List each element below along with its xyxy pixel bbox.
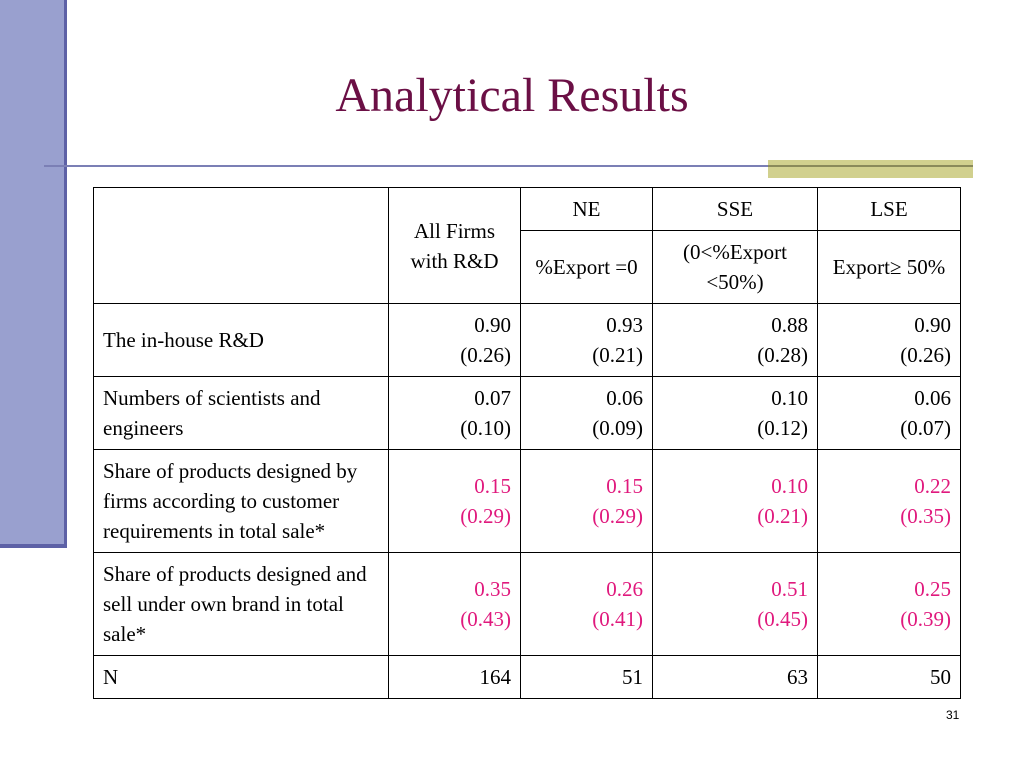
header-group-lse: LSE — [817, 187, 961, 231]
cell-lse: 0.06 (0.07) — [817, 376, 961, 450]
header-row-2: %Export =0 (0<%Export <50%) Export≥ 50% — [94, 230, 961, 304]
table-row: Share of products designed and sell unde… — [93, 552, 961, 656]
row-label: Share of products designed and sell unde… — [93, 552, 389, 656]
cell-lse: 50 — [817, 655, 961, 699]
title-divider — [44, 165, 769, 167]
header-group-sse: SSE — [652, 187, 818, 231]
cell-lse: 0.25 (0.39) — [817, 552, 961, 656]
table-row: The in-house R&D 0.90 (0.26) 0.93 (0.21) 0… — [93, 303, 961, 377]
cell-all-firms: 0.90 (0.26) — [388, 303, 521, 377]
row-label: Numbers of scientists and engineers — [93, 376, 389, 450]
accent-bar — [768, 160, 973, 178]
cell-ne: 0.93 (0.21) — [520, 303, 653, 377]
cell-sse: 0.10 (0.12) — [652, 376, 818, 450]
sidebar-edge — [0, 544, 67, 548]
header-sub-sse: (0<%Export <50%) — [652, 230, 818, 304]
header-sub-lse: Export≥ 50% — [817, 230, 961, 304]
cell-lse: 0.90 (0.26) — [817, 303, 961, 377]
cell-lse: 0.22 (0.35) — [817, 449, 961, 553]
header-all-firms: All Firms with R&D — [388, 187, 521, 304]
cell-ne: 0.15 (0.29) — [520, 449, 653, 553]
cell-all-firms: 164 — [388, 655, 521, 699]
sidebar-decoration — [0, 0, 67, 545]
cell-all-firms: 0.07 (0.10) — [388, 376, 521, 450]
row-label: The in-house R&D — [93, 303, 389, 377]
cell-sse: 0.51 (0.45) — [652, 552, 818, 656]
cell-sse: 0.10 (0.21) — [652, 449, 818, 553]
table-row: Numbers of scientists and engineers 0.07… — [93, 376, 961, 450]
header-empty-cell — [93, 187, 389, 304]
cell-ne: 51 — [520, 655, 653, 699]
table-row: Share of products designed by firms acco… — [93, 449, 961, 553]
table-row: N 164 51 63 50 — [93, 655, 961, 699]
cell-sse: 0.88 (0.28) — [652, 303, 818, 377]
results-table: All Firms with R&D NE SSE LSE %Export =0… — [93, 187, 961, 699]
cell-sse: 63 — [652, 655, 818, 699]
slide-title: Analytical Results — [335, 69, 689, 122]
cell-ne: 0.26 (0.41) — [520, 552, 653, 656]
slide-number: 31 — [946, 708, 960, 722]
header-group-ne: NE — [520, 187, 653, 231]
row-label: Share of products designed by firms acco… — [93, 449, 389, 553]
cell-all-firms: 0.15 (0.29) — [388, 449, 521, 553]
header-sub-ne: %Export =0 — [520, 230, 653, 304]
header-row-1: All Firms with R&D NE SSE LSE — [93, 187, 961, 304]
row-label: N — [93, 655, 389, 699]
cell-ne: 0.06 (0.09) — [520, 376, 653, 450]
accent-line — [768, 165, 973, 167]
cell-all-firms: 0.35 (0.43) — [388, 552, 521, 656]
